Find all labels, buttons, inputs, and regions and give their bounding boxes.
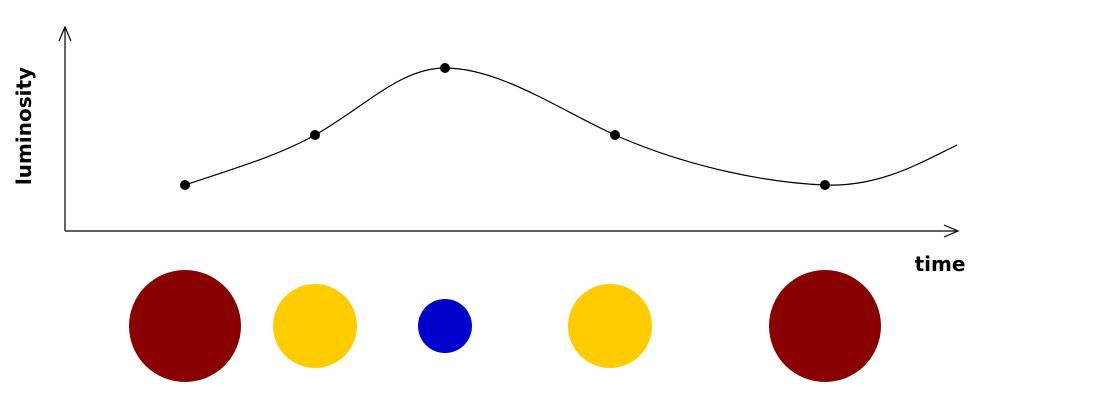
curve-point [820,180,830,190]
star-stages [129,270,881,382]
star-red-large [129,270,241,382]
luminosity-curve [184,67,958,186]
y-axis-arrow [58,25,72,42]
star-blue-small [418,299,472,353]
star-yellow-medium [568,284,652,368]
star-red-large [769,270,881,382]
star-yellow-medium [273,284,357,368]
curve-point [610,130,620,140]
x-axis-label: time [915,252,966,276]
curve-point [440,63,450,73]
curve-points [180,63,830,190]
curve-point [310,130,320,140]
curve-point [180,180,190,190]
y-axis-label: luminosity [12,67,36,185]
x-axis-arrow [943,224,960,238]
